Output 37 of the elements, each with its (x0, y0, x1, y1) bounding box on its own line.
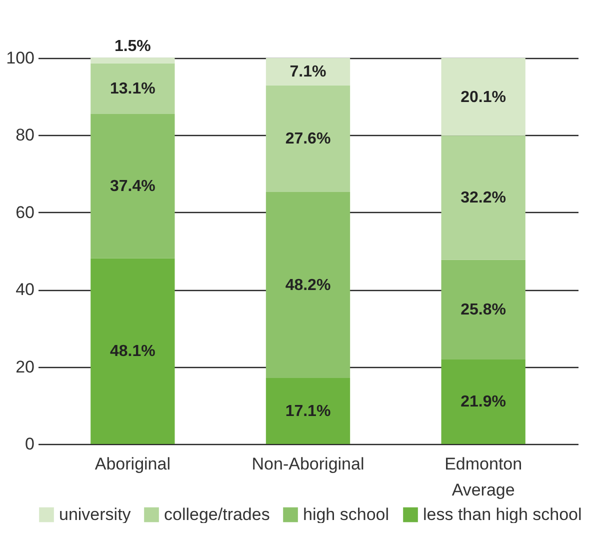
bar (441, 359, 526, 444)
y-tick-label: 0 (25, 434, 34, 454)
y-tick-label: 20 (16, 357, 34, 376)
bar (441, 58, 526, 136)
data-label: 32.2% (460, 190, 506, 207)
bar (90, 63, 175, 114)
bar (90, 114, 175, 258)
data-label: 17.1% (285, 402, 331, 420)
bar (266, 192, 350, 378)
y-tick-label: 40 (16, 280, 34, 300)
legend-label: high school (303, 504, 390, 524)
bar (441, 136, 526, 260)
bar (90, 58, 175, 64)
legend-label: college/trades (164, 504, 270, 524)
data-label: 20.1% (460, 88, 506, 106)
data-label: 1.5% (114, 38, 151, 56)
bar (441, 260, 526, 360)
bar (266, 58, 350, 86)
bar (266, 85, 350, 192)
bar (266, 378, 350, 444)
x-tick-label: Edmonton Average (444, 454, 522, 500)
data-label: 48.2% (285, 276, 331, 294)
y-tick-label: 80 (16, 126, 34, 145)
data-label: 48.1% (110, 343, 156, 360)
data-label: 7.1% (290, 64, 326, 81)
x-tick-label: Aboriginal (94, 454, 170, 474)
data-label: 25.8% (460, 302, 506, 319)
legend-label: less than high school (423, 504, 582, 524)
y-tick-label: 60 (16, 202, 34, 222)
y-tick-label: 100 (6, 48, 34, 68)
data-label: 13.1% (110, 80, 156, 98)
data-label: 37.4% (110, 178, 156, 196)
x-tick-label: Non-Aboriginal (252, 454, 364, 474)
data-label: 27.6% (285, 130, 331, 148)
legend-label: university (59, 504, 132, 524)
data-label: 21.9% (460, 394, 506, 411)
bar (90, 258, 175, 444)
